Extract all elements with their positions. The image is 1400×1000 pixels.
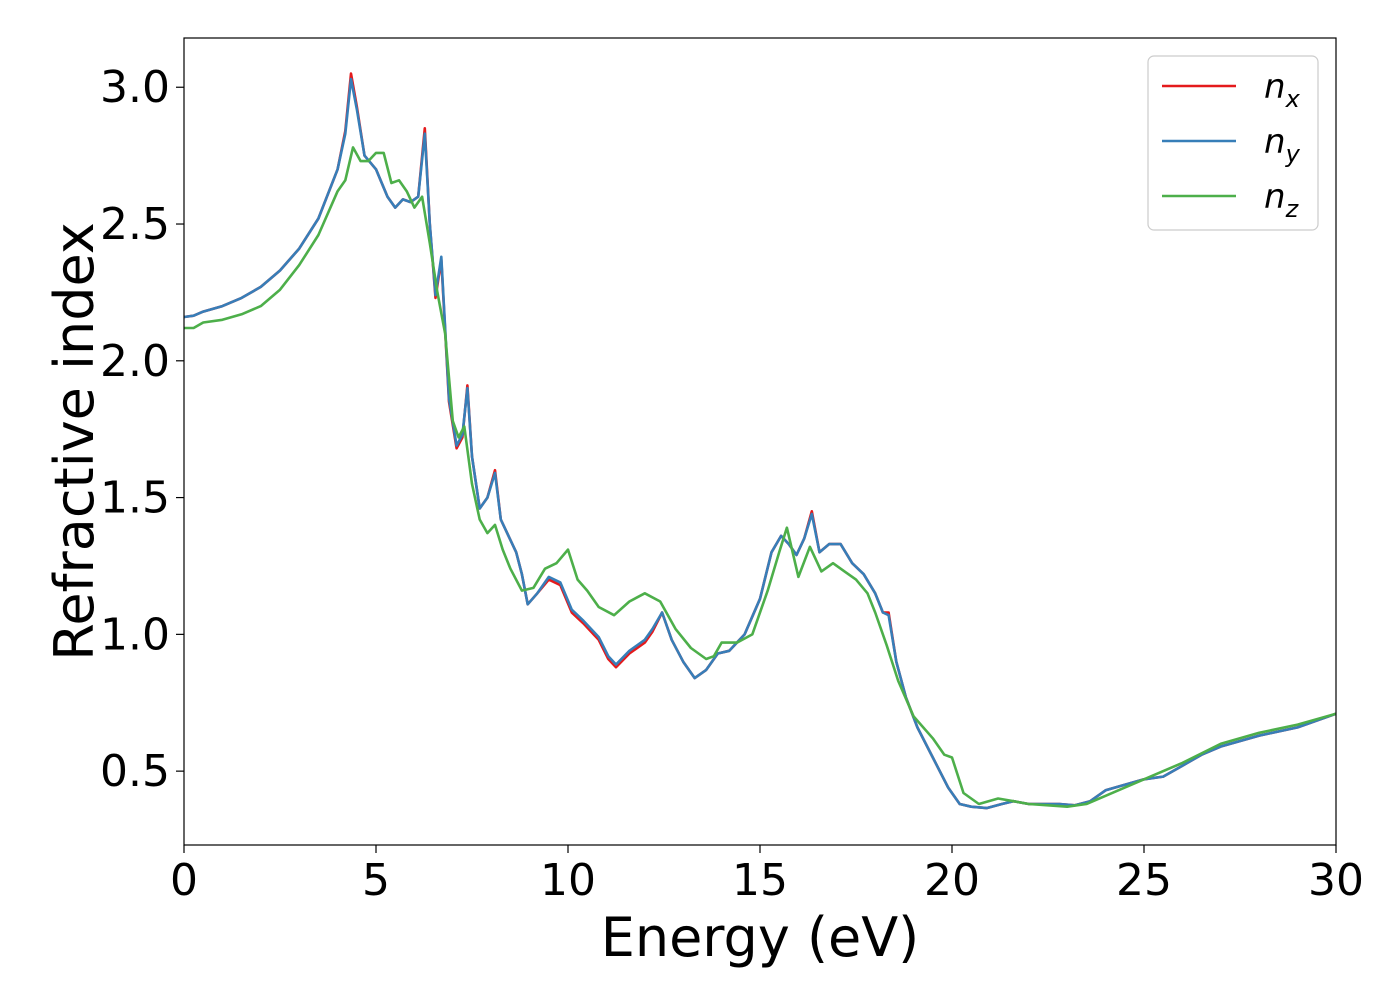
- y-tick-label: 1.5: [100, 473, 170, 524]
- legend-box: [1147, 55, 1319, 231]
- y-tick-label: 3.0: [100, 62, 170, 113]
- series-layer: [184, 72, 1336, 810]
- x-tick-label: 0: [170, 855, 198, 906]
- x-tick-label: 25: [1116, 855, 1172, 906]
- x-tick-label: 30: [1308, 855, 1364, 906]
- y-tick-label: 0.5: [100, 746, 170, 797]
- y-tick-label: 2.5: [100, 199, 170, 250]
- y-tick-label: 1.0: [100, 609, 170, 660]
- legend-label-n-z: nz: [1264, 177, 1300, 223]
- x-axis-label: Energy (eV): [601, 906, 920, 969]
- series-line-n-z: [184, 146, 1336, 809]
- y-axis-label: Refractive index: [43, 222, 106, 661]
- x-tick-label: 20: [924, 855, 980, 906]
- x-tick-label: 10: [540, 855, 596, 906]
- legend-label-n-x: nx: [1264, 67, 1301, 113]
- series-line-n-y: [184, 77, 1336, 810]
- legend-label-n-y: ny: [1264, 122, 1301, 168]
- x-tick-label: 5: [362, 855, 390, 906]
- y-tick-label: 2.0: [100, 336, 170, 387]
- tick-layer: 0 5 10 15 20 25 30 0.5 1.0 1.5 2.0 2.5 3.0: [100, 62, 1364, 906]
- legend: nx ny nz: [1147, 55, 1319, 231]
- x-tick-label: 15: [732, 855, 788, 906]
